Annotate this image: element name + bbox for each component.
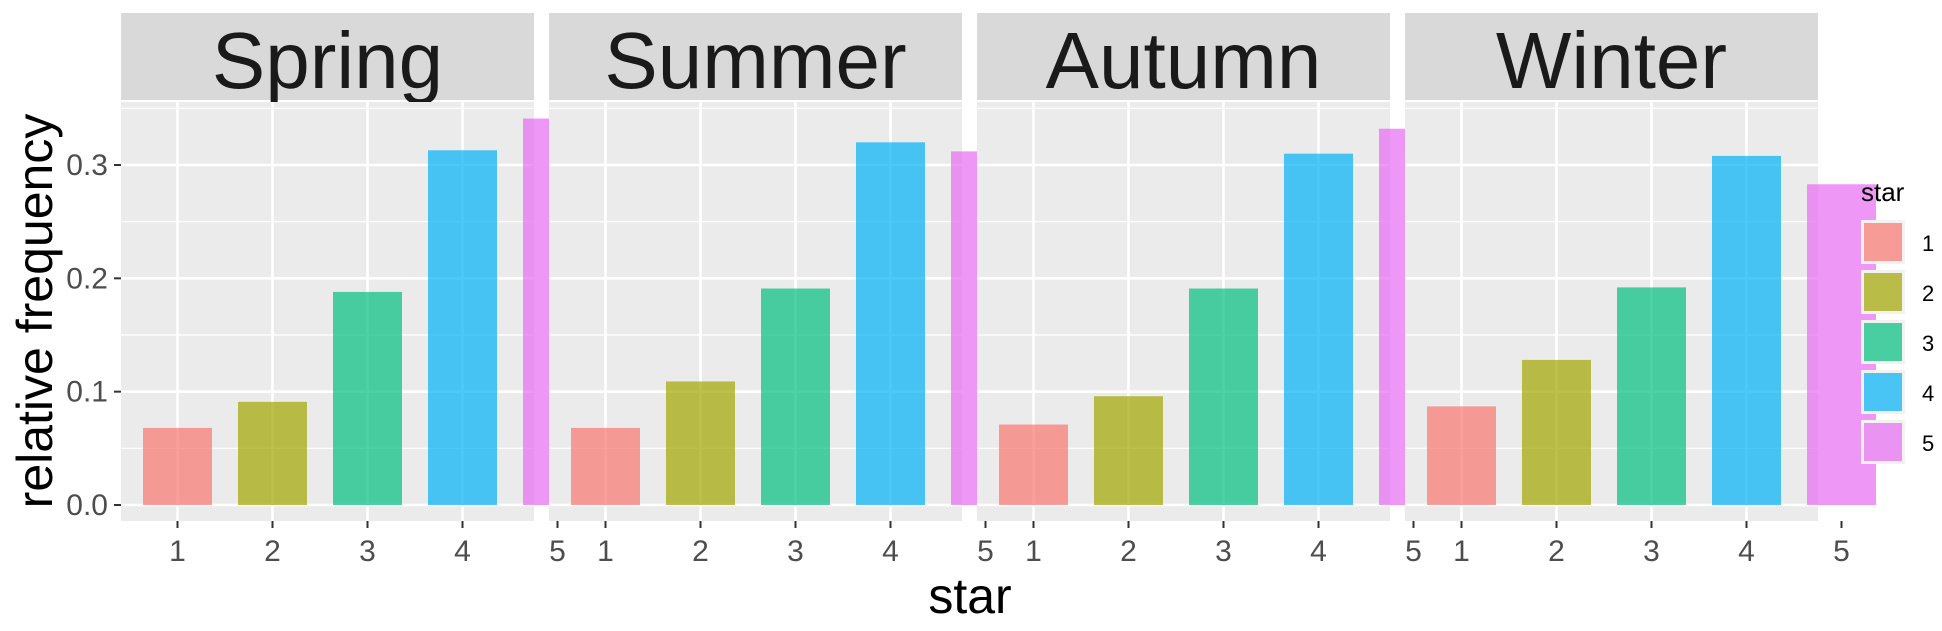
- x-tick-label: 4: [882, 535, 899, 568]
- y-axis-title: relative frequency: [7, 114, 63, 509]
- legend-title: star: [1861, 177, 1905, 207]
- bar: [856, 142, 925, 506]
- x-tick-label: 3: [359, 535, 376, 568]
- x-tick-label: 1: [597, 535, 614, 568]
- x-tick-label: 2: [692, 535, 709, 568]
- facet-strip: [977, 13, 1390, 100]
- x-tick-label: 3: [787, 535, 804, 568]
- x-tick-label: 3: [1215, 535, 1232, 568]
- bar: [1094, 396, 1163, 505]
- x-tick-label: 2: [1120, 535, 1137, 568]
- y-tick-label: 0.3: [66, 149, 108, 182]
- x-tick-label: 5: [977, 535, 994, 568]
- y-tick-label: 0.0: [66, 489, 108, 522]
- x-axis-title: star: [928, 568, 1011, 624]
- y-tick-label: 0.1: [66, 376, 108, 409]
- legend-swatch: [1864, 323, 1902, 361]
- x-tick-label: 1: [169, 535, 186, 568]
- x-tick-label: 2: [264, 535, 281, 568]
- legend-label: 2: [1922, 281, 1934, 306]
- bar: [1189, 288, 1258, 505]
- bar: [1712, 155, 1781, 505]
- legend-label: 5: [1922, 431, 1934, 456]
- x-tick-label: 3: [1643, 535, 1660, 568]
- x-tick-label: 5: [1833, 535, 1850, 568]
- bar: [571, 427, 640, 505]
- x-tick-label: 2: [1548, 535, 1565, 568]
- x-tick-label: 4: [454, 535, 471, 568]
- bar: [333, 291, 402, 505]
- facet-label: Spring: [212, 16, 443, 105]
- legend-label: 4: [1922, 381, 1934, 406]
- facet-strip: [1405, 13, 1818, 100]
- legend-label: 3: [1922, 331, 1934, 356]
- x-tick-label: 4: [1738, 535, 1755, 568]
- legend-swatch: [1864, 273, 1902, 311]
- y-tick-label: 0.2: [66, 262, 108, 295]
- x-tick-label: 5: [549, 535, 566, 568]
- legend-swatch: [1864, 423, 1902, 461]
- x-tick-label: 1: [1453, 535, 1470, 568]
- legend-swatch: [1864, 373, 1902, 411]
- legend-label: 1: [1922, 231, 1934, 256]
- bar: [666, 381, 735, 505]
- bar: [1284, 153, 1353, 505]
- bar: [143, 427, 212, 505]
- facet-label: Autumn: [1046, 16, 1322, 105]
- facet-label: Summer: [604, 16, 906, 105]
- x-tick-label: 5: [1405, 535, 1422, 568]
- x-tick-label: 1: [1025, 535, 1042, 568]
- bar: [428, 150, 497, 505]
- facet-strip: [549, 13, 962, 100]
- legend-swatch: [1864, 223, 1902, 261]
- bar: [238, 401, 307, 505]
- bar: [999, 424, 1068, 505]
- bar: [1427, 406, 1496, 505]
- x-tick-label: 4: [1310, 535, 1327, 568]
- facet-strip: [121, 13, 534, 100]
- bar: [1522, 359, 1591, 505]
- facet-label: Winter: [1496, 16, 1727, 105]
- bar: [1617, 287, 1686, 505]
- bar: [761, 288, 830, 505]
